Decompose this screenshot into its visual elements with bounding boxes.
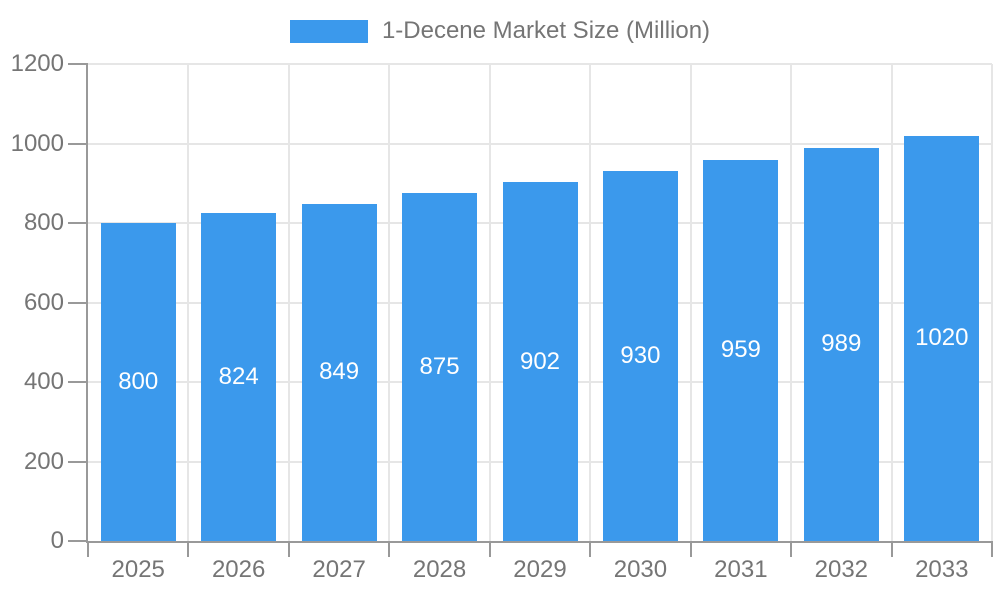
y-axis-tick	[68, 540, 88, 542]
bar[interactable]: 902	[502, 182, 578, 541]
bar-value-label: 989	[821, 330, 862, 358]
gridline-horizontal	[88, 63, 992, 65]
bar[interactable]: 849	[301, 203, 377, 541]
y-axis-line	[86, 64, 88, 543]
x-axis-tick	[589, 541, 592, 557]
x-axis-label: 2028	[412, 556, 467, 583]
x-axis-label: 2025	[111, 556, 165, 583]
x-axis-tick	[87, 541, 89, 557]
bar-value-label: 902	[519, 347, 561, 375]
bar-value-label: 800	[118, 368, 159, 395]
x-axis-tick	[689, 541, 692, 557]
x-axis-label: 2029	[513, 556, 567, 583]
legend-label: 1-Decene Market Size (Million)	[381, 17, 711, 44]
x-axis-tick	[388, 541, 391, 557]
x-axis-tick	[991, 541, 993, 557]
y-axis-label: 400	[23, 368, 64, 395]
x-axis-label: 2027	[312, 556, 366, 583]
x-axis-line	[87, 541, 993, 543]
x-axis-tick	[187, 541, 190, 557]
bar[interactable]: 800	[100, 223, 176, 541]
gridline-horizontal	[88, 142, 992, 145]
gridline-vertical	[790, 64, 793, 541]
y-axis-label: 1000	[10, 129, 64, 157]
gridline-vertical	[388, 64, 391, 541]
y-axis-tick	[68, 381, 88, 383]
bar-value-label: 824	[218, 363, 259, 391]
bar[interactable]: 1020	[904, 135, 980, 541]
y-axis-label: 800	[23, 209, 64, 236]
x-axis-tick	[287, 541, 290, 557]
gridline-vertical	[890, 64, 893, 541]
x-axis-tick	[790, 541, 793, 557]
y-axis-tick	[68, 460, 88, 463]
x-axis-label: 2031	[714, 556, 768, 583]
bar[interactable]: 824	[201, 213, 277, 541]
y-axis-label: 600	[23, 288, 64, 316]
bar-value-label: 849	[319, 358, 360, 386]
x-axis-tick	[488, 541, 491, 557]
gridline-vertical	[287, 64, 290, 541]
gridline-vertical	[589, 64, 592, 541]
x-axis-label: 2030	[613, 556, 668, 583]
x-axis-label: 2032	[814, 556, 869, 583]
bar[interactable]: 989	[803, 147, 879, 541]
y-axis-tick	[68, 222, 88, 224]
legend-swatch	[289, 19, 368, 43]
bar[interactable]: 930	[602, 171, 678, 541]
x-axis-tick	[890, 541, 893, 557]
bar-value-label: 930	[620, 342, 661, 370]
bar[interactable]: 875	[402, 193, 478, 541]
bar-value-label: 959	[720, 336, 761, 364]
gridline-vertical	[991, 64, 993, 541]
gridline-vertical	[689, 64, 692, 541]
bar-value-label: 1020	[915, 324, 969, 352]
y-axis-tick	[68, 63, 88, 65]
x-axis-label: 2033	[915, 556, 969, 583]
y-axis-label: 0	[50, 527, 64, 554]
y-axis-label: 200	[23, 447, 64, 475]
bar[interactable]: 959	[703, 159, 779, 541]
plot-area: 800 824 849 875 902 930 959 989 1020	[88, 63, 993, 541]
legend[interactable]: 1-Decene Market Size (Million)	[0, 16, 1000, 46]
x-axis-label: 2026	[211, 556, 266, 583]
y-axis-label: 1200	[10, 50, 64, 77]
bar-value-label: 875	[419, 353, 460, 381]
gridline-vertical	[187, 64, 190, 541]
y-axis-tick	[68, 301, 88, 304]
gridline-vertical	[488, 64, 491, 541]
y-axis-tick	[68, 142, 88, 145]
